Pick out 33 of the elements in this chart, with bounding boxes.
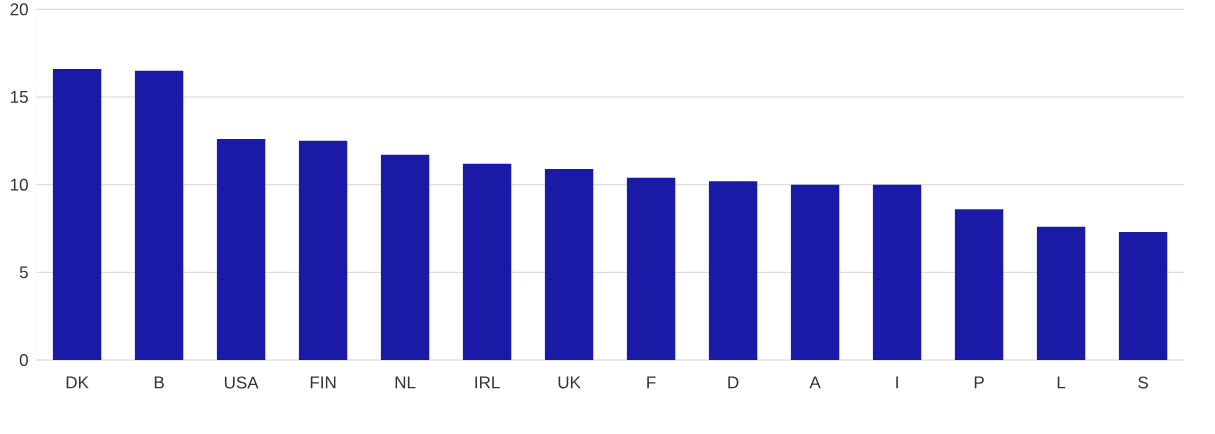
y-tick-label: 0 <box>19 353 28 366</box>
bar <box>954 209 1004 360</box>
x-tick-label: A <box>809 376 821 389</box>
x-tick-label: DK <box>66 376 89 389</box>
x-tick-label: D <box>728 376 739 389</box>
bar <box>1118 231 1168 360</box>
bar <box>708 181 758 360</box>
x-tick-label: S <box>1138 376 1148 389</box>
y-tick-label: 20 <box>10 3 28 16</box>
bar <box>626 177 676 360</box>
bar <box>872 184 922 360</box>
bar <box>462 163 512 360</box>
bar <box>1036 226 1086 360</box>
y-tick-label: 10 <box>10 178 28 191</box>
bar <box>380 154 430 360</box>
bar <box>216 139 266 360</box>
y-tick-label: 15 <box>10 90 28 103</box>
bar <box>52 68 102 360</box>
x-tick-label: I <box>896 376 898 389</box>
x-tick-label: NL <box>395 376 416 389</box>
x-tick-label: F <box>647 376 656 389</box>
x-tick-label: UK <box>558 376 581 389</box>
bar <box>134 70 184 360</box>
x-tick-label: USA <box>224 376 259 389</box>
x-tick-label: FIN <box>310 376 336 389</box>
bar <box>298 140 348 360</box>
bar <box>790 184 840 360</box>
x-tick-label: IRL <box>475 376 500 389</box>
y-tick-label: 5 <box>19 266 28 279</box>
bar <box>544 168 594 360</box>
x-tick-label: L <box>1057 376 1066 389</box>
x-tick-label: P <box>974 376 984 389</box>
x-tick-label: B <box>154 376 164 389</box>
